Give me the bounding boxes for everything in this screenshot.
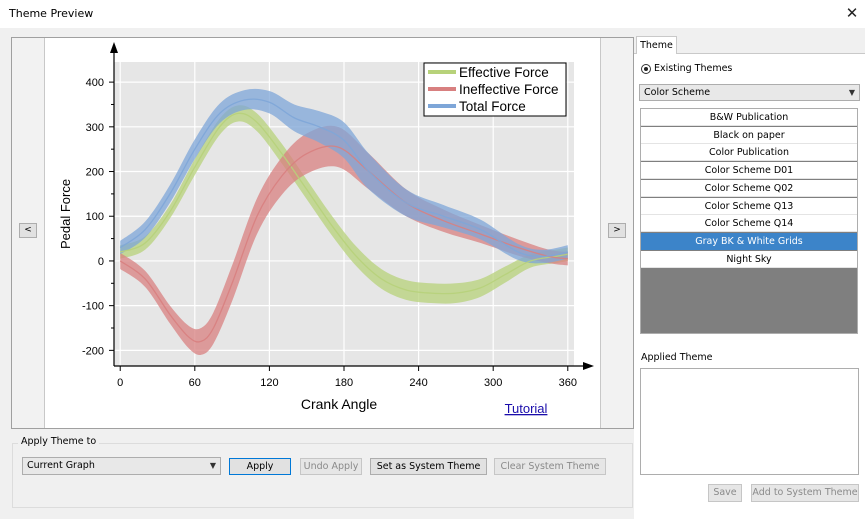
y-tick-label: 100 <box>86 211 104 223</box>
theme-list-item[interactable]: Night Sky <box>641 250 857 268</box>
apply-theme-group <box>12 443 633 508</box>
series-line <box>119 98 568 258</box>
set-system-theme-button[interactable]: Set as System Theme <box>370 458 487 475</box>
theme-list-item[interactable]: Gray BK & White Grids <box>641 232 857 250</box>
y-tick-label: 0 <box>98 256 104 268</box>
chevron-down-icon: ▼ <box>848 88 855 97</box>
x-axis-label: Crank Angle <box>301 396 377 412</box>
x-axis-arrow <box>583 362 594 370</box>
graph-preview: 0 60 120 180 240 300 360-200-1000100200300400 … <box>46 38 599 428</box>
y-tick-label: 400 <box>86 77 104 89</box>
y-tick-label: -200 <box>82 345 104 357</box>
tutorial-link[interactable]: Tutorial <box>505 401 548 416</box>
x-tick-label: 0 <box>117 377 123 389</box>
legend-label: Effective Force <box>459 65 549 80</box>
y-tick-label: 300 <box>86 122 104 134</box>
x-tick-label: 60 <box>189 377 201 389</box>
x-tick-label: 300 <box>484 377 502 389</box>
existing-themes-label: Existing Themes <box>654 63 733 74</box>
x-tick-label: 240 <box>409 377 427 389</box>
y-axis-label: Pedal Force <box>58 179 73 249</box>
chevron-down-icon: ▼ <box>209 461 216 470</box>
applied-theme-label: Applied Theme <box>641 352 713 363</box>
axes <box>109 42 594 371</box>
legend: Effective Force Ineffective Force Total Fo… <box>423 62 567 117</box>
x-tick-label: 360 <box>559 377 577 389</box>
next-button[interactable]: > <box>608 223 626 238</box>
series-lines <box>119 98 568 343</box>
apply-target-value: Current Graph <box>27 460 95 471</box>
close-icon[interactable]: ✕ <box>845 4 859 22</box>
x-tick-label: 180 <box>335 377 353 389</box>
add-to-system-theme-button[interactable]: Add to System Theme <box>751 484 859 502</box>
window-title: Theme Preview <box>9 7 94 20</box>
y-axis-arrow <box>110 42 118 53</box>
theme-category-value: Color Scheme <box>644 87 711 98</box>
theme-list-item[interactable]: Color Scheme Q02 <box>641 179 857 197</box>
tick-labels: 0 60 120 180 240 300 360 -200 -100 0 100 200 300 400 <box>82 77 577 389</box>
theme-list-item[interactable]: Color Scheme Q13 <box>641 197 857 215</box>
applied-theme-box <box>640 368 859 475</box>
y-tick-label: -100 <box>82 301 104 313</box>
clear-system-theme-button[interactable]: Clear System Theme <box>494 458 606 475</box>
theme-list-item[interactable]: Color Scheme D01 <box>641 162 857 180</box>
legend-label: Ineffective Force <box>459 82 559 97</box>
theme-list-item[interactable]: B&W Publication <box>641 109 857 126</box>
x-tick-label: 120 <box>260 377 278 389</box>
theme-list-item[interactable]: Black on paper <box>641 126 857 144</box>
save-button[interactable]: Save <box>708 484 742 502</box>
series-line <box>119 145 568 343</box>
theme-list-item[interactable]: Color Publication <box>641 144 857 162</box>
series-line <box>119 112 568 295</box>
series-band <box>120 125 568 355</box>
theme-list-item[interactable]: Color Scheme Q14 <box>641 215 857 233</box>
apply-button[interactable]: Apply <box>229 458 291 475</box>
title-bar <box>0 0 865 28</box>
previous-button[interactable]: < <box>19 223 37 238</box>
existing-themes-radio[interactable] <box>641 64 651 74</box>
tab-theme[interactable]: Theme <box>636 36 677 54</box>
apply-target-select[interactable]: Current Graph ▼ <box>22 457 221 475</box>
y-tick-label: 200 <box>86 167 104 179</box>
undo-apply-button[interactable]: Undo Apply <box>300 458 362 475</box>
apply-theme-legend: Apply Theme to <box>18 436 100 447</box>
legend-label: Total Force <box>459 99 526 114</box>
theme-category-select[interactable]: Color Scheme ▼ <box>639 84 860 101</box>
